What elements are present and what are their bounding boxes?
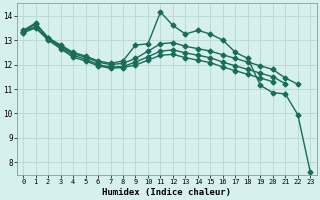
X-axis label: Humidex (Indice chaleur): Humidex (Indice chaleur) xyxy=(102,188,231,197)
